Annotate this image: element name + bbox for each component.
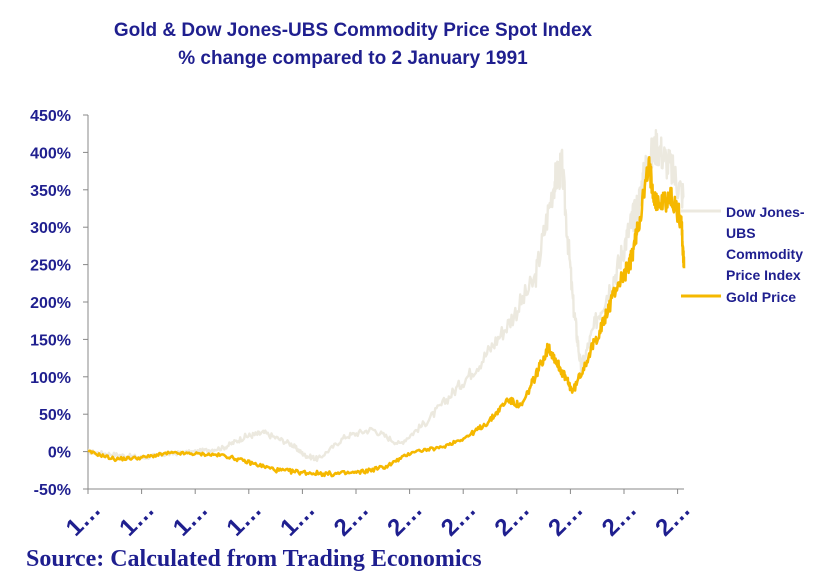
- y-tick-label: 200%: [30, 295, 71, 312]
- chart-source: Source: Calculated from Trading Economic…: [26, 546, 482, 571]
- x-tick-label: 2…: [490, 496, 536, 542]
- x-tick-label: 1…: [222, 496, 268, 542]
- y-tick-label: 0%: [48, 445, 71, 462]
- legend-label-dow-jones-ubs: Dow Jones-: [726, 204, 805, 220]
- x-tick-label: 1…: [168, 496, 214, 542]
- x-tick-label: 2…: [436, 496, 482, 542]
- legend-label-dow-jones-ubs: UBS: [726, 225, 756, 241]
- x-tick-label: 2…: [382, 496, 428, 542]
- x-tick-label: 1…: [114, 496, 160, 542]
- y-tick-label: 400%: [30, 145, 71, 162]
- chart-title-line2: % change compared to 2 January 1991: [178, 48, 528, 69]
- y-tick-label: 100%: [30, 370, 71, 387]
- y-tick-label: -50%: [34, 482, 71, 499]
- legend-label-gold-price: Gold Price: [726, 289, 796, 305]
- y-tick-label: 150%: [30, 332, 71, 349]
- series-line-dow-jones-ubs: [88, 129, 685, 463]
- series-line-gold-price: [87, 156, 686, 478]
- x-tick-label: 2…: [543, 496, 589, 542]
- legend-label-dow-jones-ubs: Price Index: [726, 267, 801, 283]
- legend-label-dow-jones-ubs: Commodity: [726, 246, 803, 262]
- chart-title-line1: Gold & Dow Jones-UBS Commodity Price Spo…: [114, 20, 593, 41]
- x-tick-label: 2…: [597, 496, 643, 542]
- plot-area: 450% 400% 350% 300% 250% 200% 150% 100% 50% 0% -50…: [30, 108, 805, 542]
- y-tick-label: 250%: [30, 258, 71, 275]
- y-tick-label: 50%: [39, 407, 71, 424]
- y-tick-label: 300%: [30, 220, 71, 237]
- x-tick-label: 2…: [329, 496, 375, 542]
- y-tick-label: 450%: [30, 108, 71, 125]
- y-tick-label: 350%: [30, 183, 71, 200]
- x-tick-label: 2…: [650, 496, 696, 542]
- x-tick-label: 1…: [275, 496, 321, 542]
- x-tick-label: 1…: [61, 496, 107, 542]
